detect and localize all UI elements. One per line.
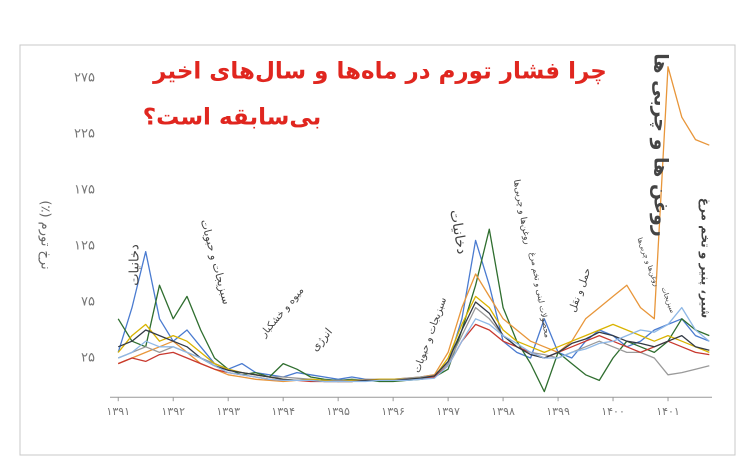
y-tick-label: ۱۷۵ (74, 183, 95, 198)
x-tick-label: ۱۳۹۶ (381, 405, 405, 418)
annotation: روغن ها و چربی ها (650, 53, 672, 237)
x-tick-label: ۱۴۰۱ (656, 405, 680, 418)
y-tick-label: ۲۷۵ (74, 71, 95, 86)
x-tick-label: ۱۳۹۱ (106, 405, 130, 418)
x-tick-label: ۱۳۹۳ (216, 405, 240, 418)
y-tick-label: ۷۵ (81, 295, 95, 310)
x-tick-label: ۱۳۹۵ (326, 405, 350, 418)
x-tick-label: ۱۳۹۸ (491, 405, 515, 418)
y-tick-label: ۲۲۵ (74, 127, 95, 142)
series-line (117, 306, 710, 383)
frame (19, 44, 736, 456)
annotation: دخانیات (128, 244, 143, 286)
chart-title: چرا فشار تورم در ماه‌ها و سال‌های اخیر (152, 59, 607, 85)
x-tick-label: ۱۳۹۹ (546, 405, 570, 418)
x-tick-label: ۱۳۹۲ (161, 405, 185, 418)
y-tick-label: ۱۲۵ (74, 239, 95, 254)
annotation: دخانیات (446, 209, 470, 256)
x-tick-label: ۱۳۹۴ (271, 405, 295, 418)
x-tick-label: ۱۳۹۷ (436, 405, 460, 418)
y-tick-label: ۲۵ (81, 351, 95, 366)
annotation: شیر، پنیر و تخم مرغ (698, 198, 713, 318)
x-tick-label: ۱۴۰۰ (601, 405, 625, 418)
y-axis-title: نرخ تورم (٪) (38, 200, 53, 269)
chart-title: بی‌سابقه است؟ (143, 105, 322, 131)
